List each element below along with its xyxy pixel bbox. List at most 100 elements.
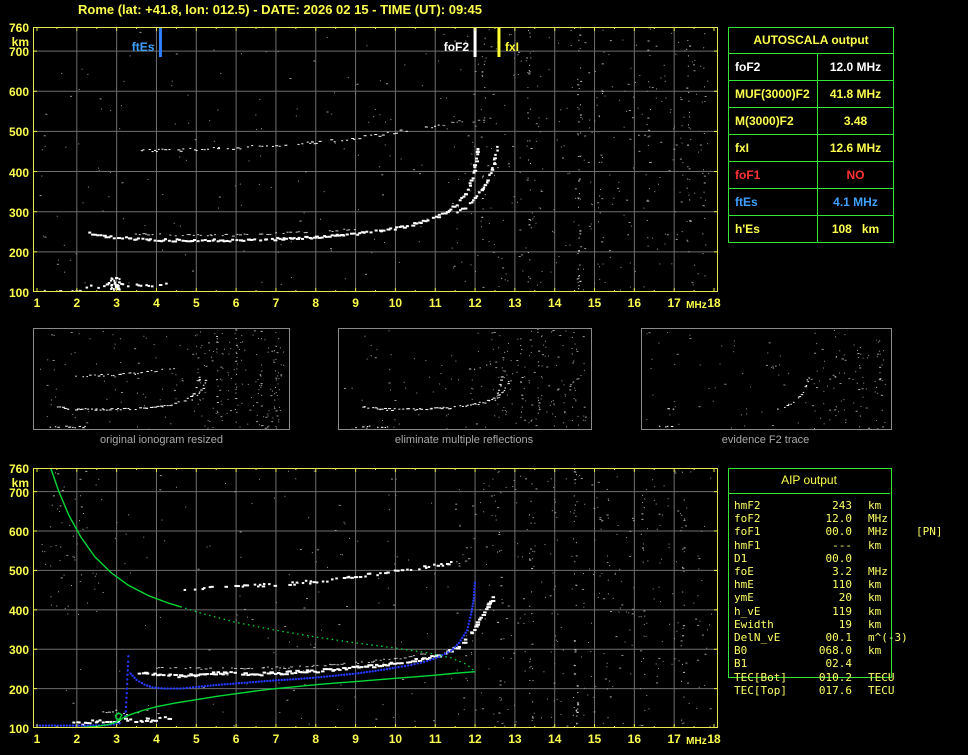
bottom-y-tick-label: 760 <box>8 462 29 476</box>
top-x-tick-label: 2 <box>73 296 81 310</box>
bottom-x-tick-label: 8 <box>312 732 320 746</box>
bottom-profile-topside <box>50 468 181 608</box>
aip-param-label: ymE <box>734 591 754 605</box>
caption-eliminate-reflections: eliminate multiple reflections <box>394 434 534 446</box>
aip-param-value: 00.0 <box>825 525 853 539</box>
aip-param-label: B0 <box>734 644 748 658</box>
bottom-profile-bottomside <box>80 670 476 728</box>
bottom-x-tick-label: 6 <box>232 732 240 746</box>
autoscala-param-value: 3.48 <box>843 114 868 128</box>
aip-param-label: DelN_vE <box>734 631 781 645</box>
aip-param-label: h_vE <box>734 604 761 618</box>
top-x-tick-label: 13 <box>508 296 522 310</box>
bottom-canvas <box>33 468 718 728</box>
aip-param-value: 010.2 <box>818 670 852 684</box>
autoscala-param-label: h'Es <box>729 216 818 242</box>
aip-row-ymE: ymE 20 km <box>734 591 964 604</box>
aip-param-unit: m^(-3) <box>868 631 908 645</box>
marker-label-ftEs: ftEs <box>132 40 155 54</box>
aip-param-unit: TECU <box>868 683 895 697</box>
aip-row-TEC[Top]: TEC[Top] 017.6 TECU <box>734 684 964 697</box>
top-ionogram-plot: ftEs foF2 fxI <box>33 27 718 292</box>
top-y-tick-label: 500 <box>8 125 29 140</box>
aip-param-value: 20 <box>838 591 852 605</box>
top-y-tick-label: 600 <box>8 85 29 100</box>
aip-param-unit: MHz <box>868 512 888 526</box>
aip-param-label: TEC[Top] <box>734 683 787 697</box>
aip-output-box <box>728 468 892 678</box>
bottom-y-tick-label: 400 <box>8 603 29 618</box>
bottom-x-tick-label: 14 <box>548 732 562 746</box>
bottom-ionogram-plot <box>33 468 718 728</box>
aip-param-label: foF2 <box>734 512 761 526</box>
top-x-tick-label: 12 <box>468 296 482 310</box>
aip-row-B1: B1 02.4 <box>734 657 964 670</box>
marker-label-foF2: foF2 <box>444 40 470 54</box>
aip-param-value: 017.6 <box>818 683 852 697</box>
aip-param-value: 12.0 <box>825 512 853 526</box>
bottom-x-axis-unit: MHz <box>686 736 707 747</box>
autoscala-row-foF1: foF1 NO <box>729 161 893 188</box>
bottom-y-axis-unit: km <box>11 476 29 490</box>
aip-row-D1: D1 00.0 <box>734 552 964 565</box>
bottom-profile-topside-dotted <box>180 606 476 673</box>
bottom-x-tick-label: 2 <box>73 732 81 746</box>
station-date-time-header: Rome (lat: +41.8, lon: 012.5) - DATE: 20… <box>78 2 482 17</box>
top-x-tick-label: 10 <box>388 296 403 310</box>
caption-original-ionogram: original ionogram resized <box>100 434 223 446</box>
bottom-x-tick-label: 11 <box>428 732 442 746</box>
bottom-x-tick-label: 18 <box>707 732 721 746</box>
autoscala-table-title: AUTOSCALA output <box>753 33 869 47</box>
panel-original-ionogram <box>33 328 290 430</box>
bottom-y-tick-label: 500 <box>8 564 29 579</box>
bottom-x-tick-label: 17 <box>667 732 681 746</box>
top-x-tick-label: 7 <box>272 296 280 310</box>
autoscala-table-rows: foF2 12.0 MHz MUF(3000)F2 41.8 MHz M(3000)F2… <box>729 53 893 242</box>
bottom-x-tick-label: 5 <box>192 732 200 746</box>
top-x-tick-label: 18 <box>707 296 721 310</box>
panel-multiple-reflections-removed <box>338 328 592 430</box>
aip-param-value: 00.0 <box>825 551 853 565</box>
aip-param-value: 068.0 <box>818 644 852 658</box>
autoscala-row-h'Es: h'Es 108 km <box>729 215 893 242</box>
aip-table-title: AIP output <box>728 468 890 494</box>
autoscala-param-value: NO <box>846 168 865 182</box>
autoscala-param-label: foF2 <box>729 54 818 80</box>
aip-row-foE: foE 3.2 MHz <box>734 565 964 578</box>
autoscala-row-M(3000)F2: M(3000)F2 3.48 <box>729 107 893 134</box>
aip-param-label: hmE <box>734 578 754 592</box>
aip-param-unit: km <box>868 499 882 512</box>
aip-row-TEC[Bot]: TEC[Bot] 010.2 TECU <box>734 671 964 684</box>
top-x-tick-label: 5 <box>192 296 200 310</box>
top-x-tick-label: 11 <box>428 296 442 310</box>
aip-param-unit: km <box>868 604 882 618</box>
aip-row-DelN_vE: DelN_vE 00.1 m^(-3) <box>734 631 964 644</box>
aip-param-label: foE <box>734 565 754 579</box>
autoscala-param-label: foF1 <box>729 162 818 188</box>
aip-param-value: 243 <box>832 499 852 512</box>
caption-evidence-f2: evidence F2 trace <box>721 434 810 446</box>
top-x-tick-label: 6 <box>232 296 240 310</box>
aip-param-unit: MHz <box>868 565 888 579</box>
autoscala-row-MUF(3000)F2: MUF(3000)F2 41.8 MHz <box>729 80 893 107</box>
aip-param-value: 3.2 <box>832 565 852 579</box>
bottom-x-tick-label: 1 <box>33 732 41 746</box>
aip-param-unit: TECU <box>868 670 895 684</box>
panel-evidence-f2-trace <box>641 328 892 430</box>
top-canvas: ftEs foF2 fxI <box>33 27 718 292</box>
aip-param-unit <box>868 552 914 565</box>
bottom-y-tick-label: 700 <box>8 485 29 500</box>
autoscala-param-value: 41.8 MHz <box>829 87 882 101</box>
aip-param-label: hmF1 <box>734 538 761 552</box>
aip-row-hmE: hmE 110 km <box>734 578 964 591</box>
bottom-y-tick-label: 300 <box>8 643 29 658</box>
autoscala-param-label: ftEs <box>729 189 818 215</box>
top-y-tick-label: 760 <box>8 21 29 35</box>
top-y-axis-unit: km <box>11 35 29 49</box>
top-x-tick-label: 1 <box>33 296 41 310</box>
aip-param-unit: km <box>868 538 882 552</box>
aip-param-label: foF1 <box>734 525 761 539</box>
autoscala-param-value: 12.0 MHz <box>829 60 882 74</box>
aip-row-B0: B0 068.0 km <box>734 644 964 657</box>
autoscala-param-value: 4.1 MHz <box>833 195 878 209</box>
